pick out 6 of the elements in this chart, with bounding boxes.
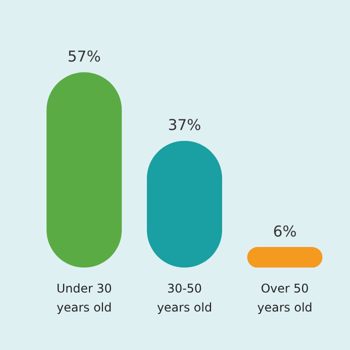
data-label: 37%: [168, 116, 202, 134]
x-tick-label: Under 30 years old: [56, 281, 112, 315]
x-tick-label: Over 50 years old: [257, 281, 312, 315]
data-label: 6%: [272, 222, 297, 240]
data-label: 57%: [67, 48, 101, 66]
x-tick-label: 30-50 years old: [156, 281, 212, 315]
